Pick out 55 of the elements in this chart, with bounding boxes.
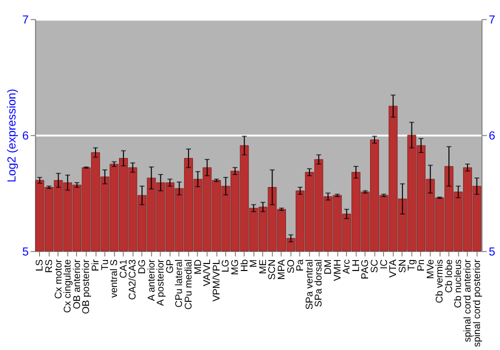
- x-tick-label: CPu lateral: [174, 259, 186, 308]
- x-tick-label: LG: [220, 259, 232, 272]
- x-tick-label: VA/VL: [202, 258, 214, 286]
- x-tick-label: DM: [322, 259, 334, 274]
- x-tick-label: ventral S: [109, 258, 120, 298]
- x-tick-label: MD: [192, 259, 204, 274]
- x-tick-label: spinal cord anterior: [462, 258, 474, 342]
- x-tick-label: Pn: [416, 259, 427, 272]
- x-tick-label: CA1: [118, 259, 130, 278]
- x-tick-label: SN: [397, 259, 408, 273]
- x-tick-label: Arc: [342, 259, 353, 274]
- x-tick-label: SPa dorsal: [314, 259, 325, 307]
- x-tick-label: M: [248, 259, 260, 268]
- x-tick-label: GP: [164, 259, 176, 274]
- x-tick-label: IC: [378, 259, 390, 270]
- x-tick-label: Pir: [90, 258, 102, 272]
- x-tick-label: Tg: [406, 259, 418, 271]
- x-tick-label: SCN: [267, 259, 278, 280]
- x-tick-label: Cx motor: [53, 258, 64, 299]
- x-tick-label: SPa ventral: [304, 259, 316, 310]
- x-tick-label: spinal cord posterior: [472, 258, 483, 348]
- y-tick-label: 6: [22, 129, 29, 142]
- y-axis-title: Log2 (expression): [5, 88, 18, 182]
- x-tick-label: Hb: [239, 259, 250, 272]
- x-tick-label: A anterior: [146, 258, 158, 302]
- x-tick-label: DG: [136, 259, 148, 274]
- y-tick-label: 5: [22, 245, 30, 258]
- x-tick-label: Cb nucleus: [453, 259, 464, 308]
- y-tick-label: 7: [22, 13, 29, 26]
- y2-tick-label: 5: [488, 245, 496, 258]
- y2-tick-label: 7: [488, 13, 496, 26]
- x-tick-label: Cb vermis: [434, 259, 446, 304]
- x-tick-label: A posterior: [156, 258, 167, 306]
- x-tick-label: MG: [230, 259, 241, 276]
- x-tick-label: Tu: [100, 259, 111, 270]
- x-tick-label: MPA: [276, 258, 288, 280]
- x-tick-label: VMH: [332, 259, 344, 281]
- x-tick-label: SO: [286, 258, 297, 274]
- x-tick-label: ME: [258, 258, 269, 274]
- x-tick-label: PAG: [360, 259, 372, 280]
- x-tick-label: OB anterior: [72, 258, 83, 310]
- x-tick-label: LH: [350, 259, 362, 272]
- x-tick-label: Cb lobe: [444, 259, 455, 293]
- x-tick-label: OB posterior: [81, 258, 92, 314]
- x-tick-label: SC: [369, 259, 380, 273]
- x-tick-label: Cx cingulate: [62, 259, 74, 313]
- x-tick-label: MVe: [425, 259, 436, 279]
- y2-tick-label: 6: [488, 129, 496, 142]
- x-tick-label: Pa: [295, 258, 306, 272]
- x-tick-label: CPu medial: [183, 259, 194, 310]
- x-tick-label: VTA: [388, 258, 400, 278]
- x-tick-label: VPM/VPL: [211, 258, 222, 302]
- x-tick-label: LS: [34, 258, 46, 272]
- x-tick-label: RS: [44, 258, 55, 273]
- x-tick-label: CA2/CA3: [128, 259, 139, 300]
